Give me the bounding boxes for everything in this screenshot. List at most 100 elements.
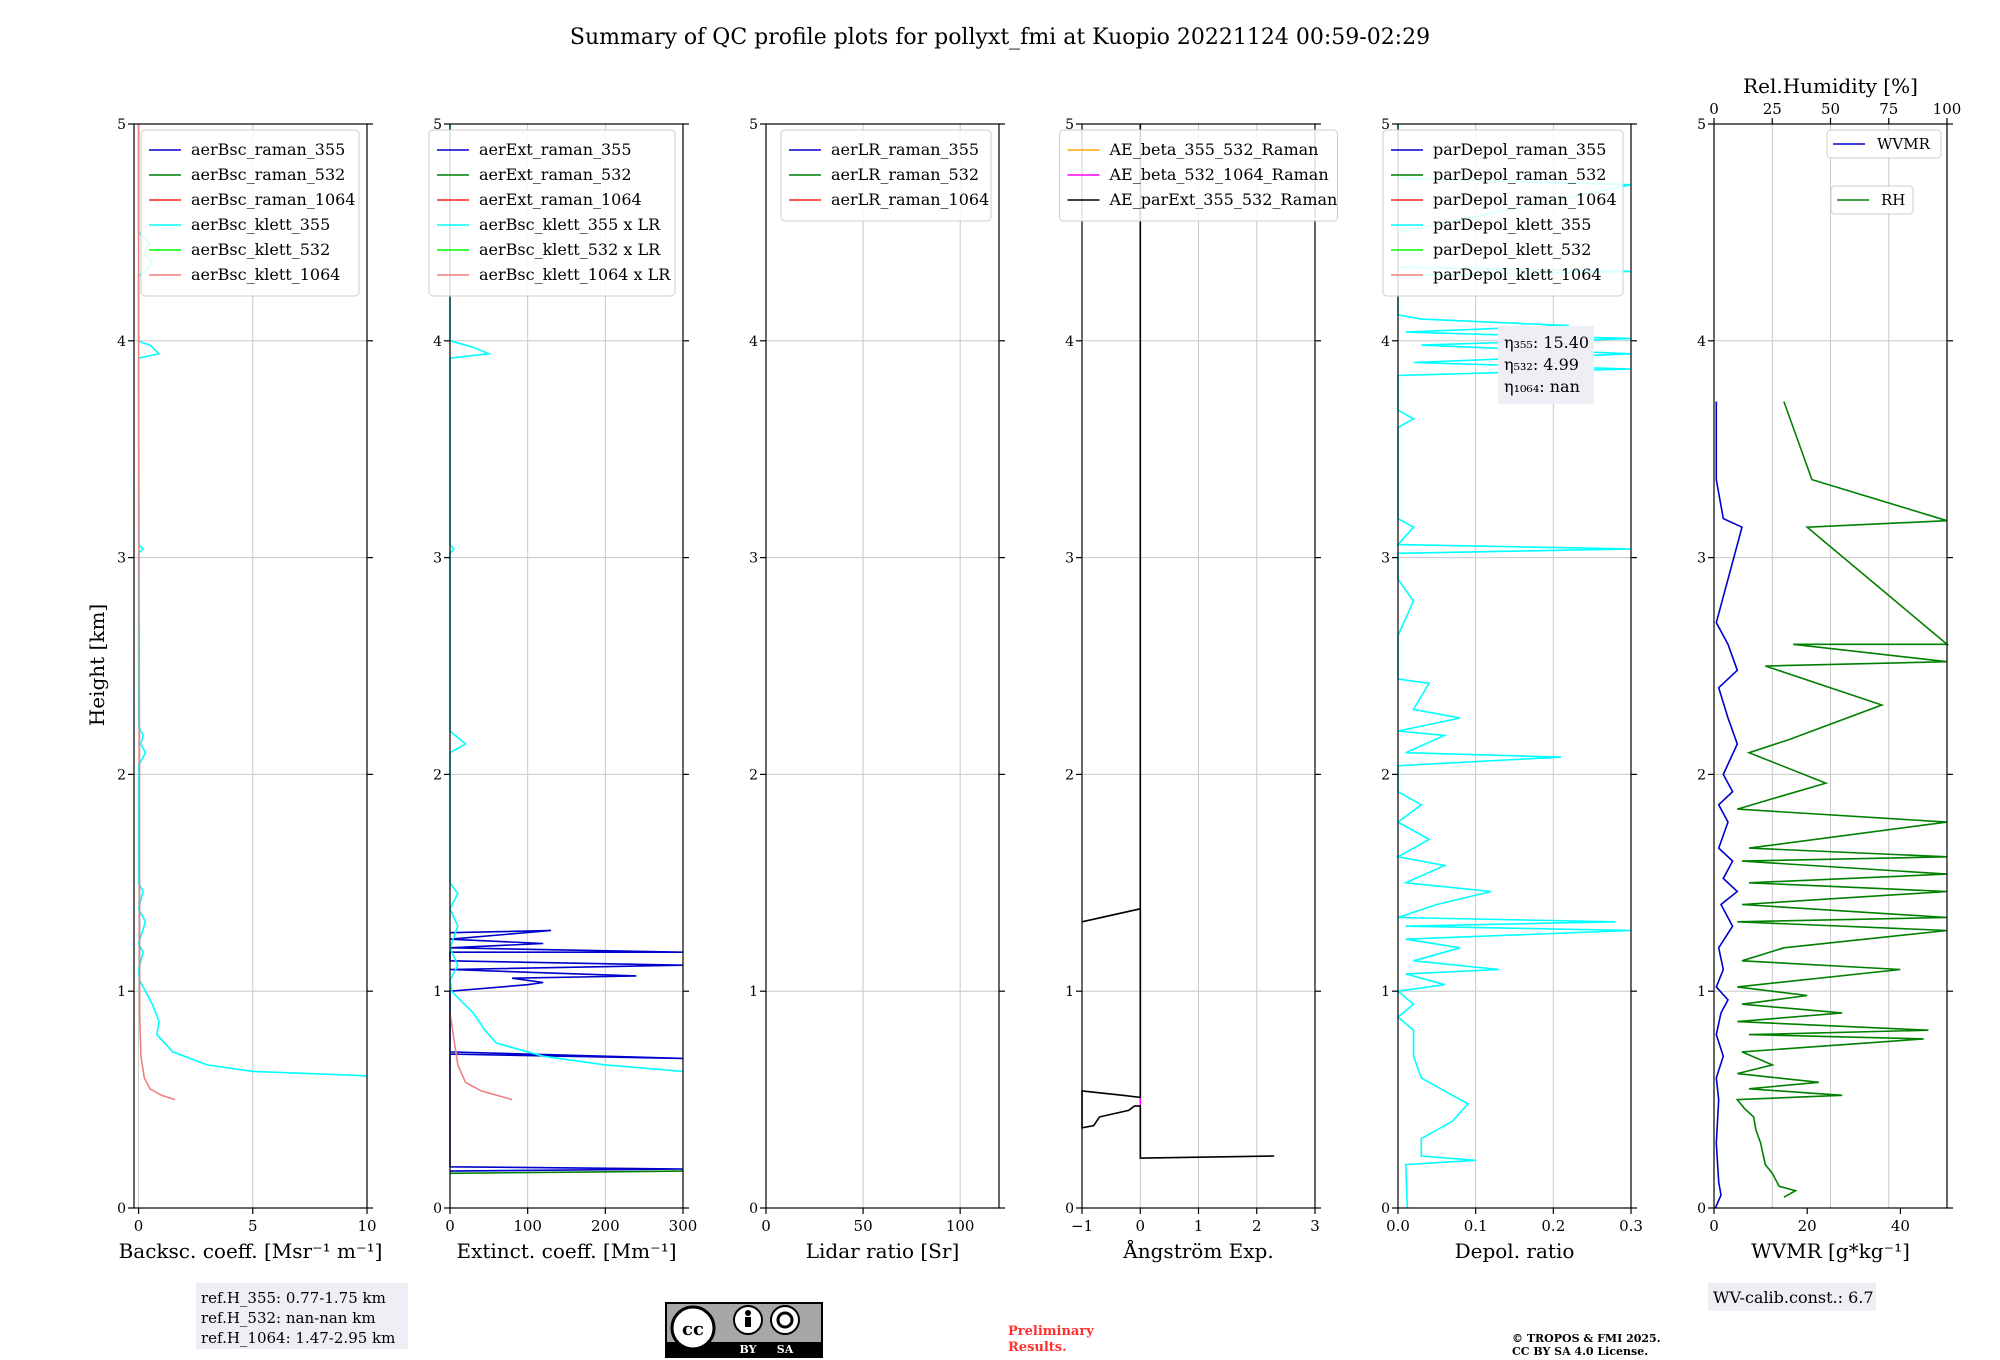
x-tick-label: 1 xyxy=(1194,1217,1204,1235)
x-tick-label: −1 xyxy=(1071,1217,1093,1235)
top-axis-label: Rel.Humidity [%] xyxy=(1743,74,1918,98)
x-tick-label: 0 xyxy=(1135,1217,1145,1235)
annotation-box xyxy=(1498,326,1594,404)
legend-box xyxy=(780,129,992,222)
legend-label: parDepol_raman_355 xyxy=(1433,140,1606,159)
series-line-klett_1064 xyxy=(449,1012,513,1101)
y-tick-label: 5 xyxy=(749,117,758,133)
x-tick-label: 0.2 xyxy=(1541,1217,1565,1235)
y-tick-label: 0 xyxy=(117,1201,126,1217)
series-line-raman_532 xyxy=(449,1170,684,1175)
annotation-line: η₅₃₂: 4.99 xyxy=(1504,355,1579,374)
x-tick-label: 40 xyxy=(1891,1217,1910,1235)
legend-label: aerBsc_raman_532 xyxy=(191,165,345,184)
legend-label: AE_beta_532_1064_Raman xyxy=(1109,165,1329,184)
subplot-2: 0 1 2 3 4 5 0 100 200 300 Extinct. coeff. [Mm⁻¹] ae… xyxy=(428,117,697,1263)
y-tick-label: 5 xyxy=(1381,117,1390,133)
legend-label: aerBsc_klett_532 x LR xyxy=(479,240,661,259)
legend-label: aerBsc_klett_355 x LR xyxy=(479,215,661,234)
cc-icon xyxy=(670,1305,716,1351)
wv-calib-box: WV-calib.const.: 6.7 xyxy=(1708,1283,1876,1311)
y-tick-label: 1 xyxy=(1381,984,1390,1000)
top-x-tick-label: 25 xyxy=(1763,100,1782,118)
legend-box xyxy=(1382,129,1624,297)
plot-frame xyxy=(449,123,684,1209)
y-tick-label: 2 xyxy=(433,767,442,783)
x-tick-label: 2 xyxy=(1252,1217,1262,1235)
top-x-tick-label: 100 xyxy=(1933,100,1962,118)
x-tick-label: 100 xyxy=(946,1217,975,1235)
figure-title: Summary of QC profile plots for pollyxt_… xyxy=(570,25,1430,50)
x-tick-label: 0 xyxy=(1709,1217,1719,1235)
x-axis-label: Lidar ratio [Sr] xyxy=(806,1239,960,1263)
legend-label: aerBsc_klett_1064 xyxy=(191,265,340,284)
y-tick-label: 2 xyxy=(749,767,758,783)
legend-box xyxy=(428,129,676,297)
y-tick-label: 5 xyxy=(1697,117,1706,133)
ref-h-355: ref.H_355: 0.77-1.75 km xyxy=(201,1289,386,1307)
legend-label: aerBsc_klett_355 xyxy=(191,215,330,234)
x-tick-label: 50 xyxy=(854,1217,873,1235)
legend-label: aerBsc_raman_355 xyxy=(191,140,345,159)
y-tick-label: 3 xyxy=(117,551,126,567)
x-axis-label: WVMR [g*kg⁻¹] xyxy=(1751,1239,1910,1263)
x-tick-label: 0 xyxy=(134,1217,144,1235)
x-tick-label: 0 xyxy=(761,1217,771,1235)
copyright-note: © TROPOS & FMI 2025. CC BY SA 4.0 Licens… xyxy=(1512,1332,1661,1358)
y-tick-label: 5 xyxy=(1065,117,1074,133)
y-tick-label: 1 xyxy=(749,984,758,1000)
top-x-tick-label: 0 xyxy=(1709,100,1719,118)
legend-label: aerExt_raman_355 xyxy=(479,140,632,159)
y-tick-label: 4 xyxy=(1381,334,1390,350)
legend-label: aerExt_raman_1064 xyxy=(479,190,642,209)
annotation-line: η₃₅₅: 15.40 xyxy=(1504,333,1589,352)
legend-box xyxy=(140,129,360,297)
x-axis-label: Extinct. coeff. [Mm⁻¹] xyxy=(456,1239,676,1263)
legend-label: aerLR_raman_532 xyxy=(831,165,979,184)
x-tick-label: 20 xyxy=(1798,1217,1817,1235)
x-tick-label: 100 xyxy=(513,1217,542,1235)
x-tick-label: 5 xyxy=(248,1217,258,1235)
plot-frame xyxy=(133,123,368,1209)
share-alike-icon xyxy=(770,1305,800,1335)
ref-h-532: ref.H_532: nan-nan km xyxy=(201,1309,376,1327)
y-tick-label: 2 xyxy=(1381,767,1390,783)
x-tick-label: 10 xyxy=(357,1217,376,1235)
y-tick-label: 4 xyxy=(1697,334,1706,350)
legend: aerExt_raman_355 aerExt_raman_532 aerExt_r… xyxy=(428,129,676,297)
legend-label: aerLR_raman_1064 xyxy=(831,190,989,209)
preliminary-line-2: Results. xyxy=(1008,1340,1067,1355)
y-tick-label: 4 xyxy=(117,334,126,350)
y-tick-label: 5 xyxy=(117,117,126,133)
y-tick-label: 1 xyxy=(1697,984,1706,1000)
annotation-line: η₁₀₆₄: nan xyxy=(1504,377,1580,396)
y-tick-label: 5 xyxy=(433,117,442,133)
legend-label: AE_parExt_355_532_Raman xyxy=(1109,190,1338,209)
x-tick-label: 0.0 xyxy=(1386,1217,1410,1235)
y-tick-label: 3 xyxy=(433,551,442,567)
y-tick-label: 0 xyxy=(749,1201,758,1217)
y-tick-label: 3 xyxy=(1381,551,1390,567)
depol-calibration-annotation: η₃₅₅: 15.40 η₅₃₂: 4.99 η₁₀₆₄: nan xyxy=(1498,326,1594,404)
y-tick-label: 4 xyxy=(749,334,758,350)
cc-by-label: BY xyxy=(740,1343,757,1356)
x-tick-label: 0.1 xyxy=(1464,1217,1488,1235)
x-tick-label: 3 xyxy=(1310,1217,1320,1235)
legend: parDepol_raman_355 parDepol_raman_532 parD… xyxy=(1382,129,1624,297)
series-line-klett_1064 xyxy=(137,124,176,1101)
y-tick-label: 3 xyxy=(1065,551,1074,567)
preliminary-line-1: Preliminary xyxy=(1008,1324,1094,1339)
legend-label: aerBsc_klett_532 xyxy=(191,240,330,259)
cc-sa-label: SA xyxy=(777,1343,794,1356)
series-line-wvmr xyxy=(1714,401,1743,1209)
y-tick-label: 1 xyxy=(117,984,126,1000)
y-tick-label: 1 xyxy=(1065,984,1074,1000)
legend: WVMR RH xyxy=(1826,129,1942,215)
subplot-1: 0 1 2 3 4 5 0 5 10 Backsc. coeff. [Msr⁻¹ m⁻¹] aerB… xyxy=(117,117,382,1263)
y-tick-label: 0 xyxy=(1697,1201,1706,1217)
x-axis-label: Backsc. coeff. [Msr⁻¹ m⁻¹] xyxy=(119,1239,383,1263)
legend-label: aerBsc_klett_1064 x LR xyxy=(479,265,671,284)
